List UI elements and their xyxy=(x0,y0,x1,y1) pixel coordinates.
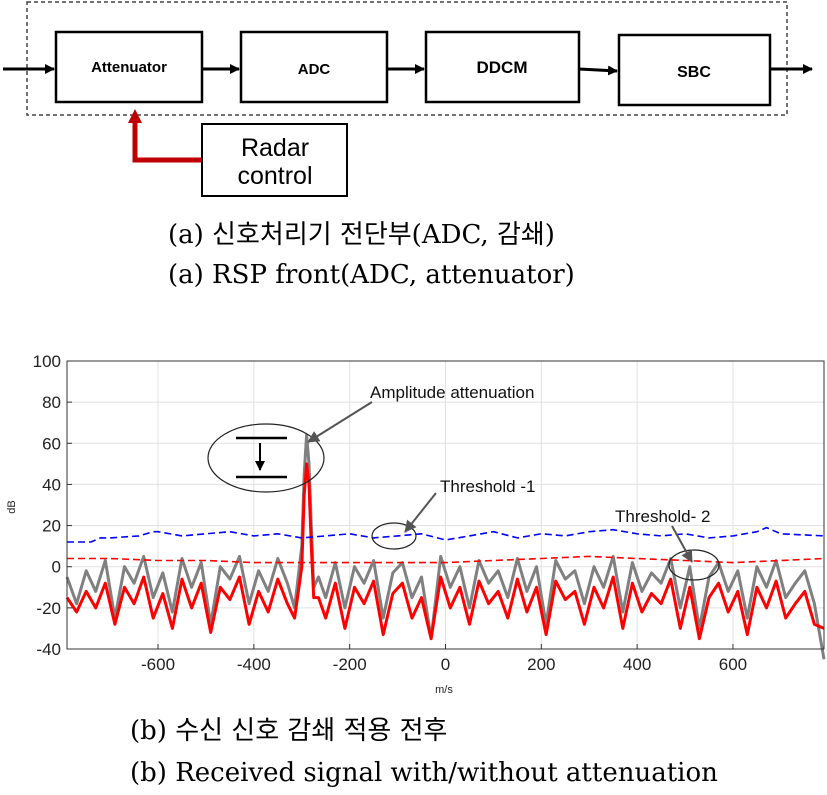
radar-control-block xyxy=(201,123,348,197)
amplitude-annotation: Amplitude attenuation xyxy=(370,383,534,402)
gray-signal-line xyxy=(65,433,826,660)
ddcm-block xyxy=(424,30,581,104)
threshold2-annotation: Threshold- 2 xyxy=(615,507,710,526)
threshold1-pointer xyxy=(404,492,437,533)
caption-a-english: (a) RSP front(ADC, attenuator) xyxy=(168,260,575,290)
adc-block xyxy=(239,30,389,104)
spectrum-chart: -600 -400 -200 0 200 400 600-40-20020406080100… xyxy=(6,352,826,696)
amplitude-ellipse xyxy=(207,423,325,493)
red-signal-line xyxy=(65,462,825,641)
x-tick-label: -200 xyxy=(333,655,367,674)
block-diagram: Attenuator ADC DDCM SBC Radar control xyxy=(3,1,813,197)
chart-grid xyxy=(67,360,824,650)
attenuator-label: Attenuator xyxy=(91,59,167,76)
x-tick-label: -600 xyxy=(141,655,175,674)
sbc-block xyxy=(617,33,772,107)
chart-series xyxy=(65,433,826,660)
caption-a-korean: (a) 신호처리기 전단부(ADC, 감쇄) xyxy=(168,220,555,250)
y-axis-label: dB xyxy=(6,500,18,513)
y-tick-label: -40 xyxy=(36,640,61,659)
red-threshold-line xyxy=(67,555,825,564)
dashed-enclosure xyxy=(26,1,788,116)
y-tick-label: 60 xyxy=(42,434,61,453)
adc-label: ADC xyxy=(298,61,331,78)
x-tick-label: 600 xyxy=(719,655,747,674)
y-tick-label: 20 xyxy=(42,517,61,536)
caption-b-english: (b) Received signal with/without attenua… xyxy=(130,758,718,788)
x-tick-label: 400 xyxy=(623,655,651,674)
y-tick-label: 40 xyxy=(42,475,61,494)
control-arrow xyxy=(128,109,202,163)
caption-b-korean: (b) 수신 신호 감쇄 적용 전후 xyxy=(130,716,447,746)
sbc-label: SBC xyxy=(677,64,711,81)
x-axis-label: m/s xyxy=(435,684,453,696)
ddcm-label: DDCM xyxy=(477,58,528,77)
amplitude-pointer xyxy=(307,401,373,443)
radar-control-line1: Radar xyxy=(241,134,309,162)
threshold1-annotation: Threshold -1 xyxy=(440,477,535,496)
x-tick-label: 200 xyxy=(527,655,555,674)
y-tick-label: 100 xyxy=(33,352,61,371)
radar-control-line2: control xyxy=(237,162,312,190)
attenuator-block xyxy=(54,30,204,104)
threshold1-ellipse xyxy=(371,522,417,550)
blue-threshold-line xyxy=(67,526,825,543)
y-tick-label: 80 xyxy=(42,393,61,412)
arrow-ddcm-sbc xyxy=(578,65,618,76)
threshold2-pointer xyxy=(671,525,693,563)
y-tick-label: -20 xyxy=(36,599,61,618)
x-tick-label: -400 xyxy=(237,655,271,674)
x-tick-label: 0 xyxy=(441,655,450,674)
threshold2-ellipse xyxy=(668,549,720,581)
y-tick-label: 0 xyxy=(52,558,61,577)
